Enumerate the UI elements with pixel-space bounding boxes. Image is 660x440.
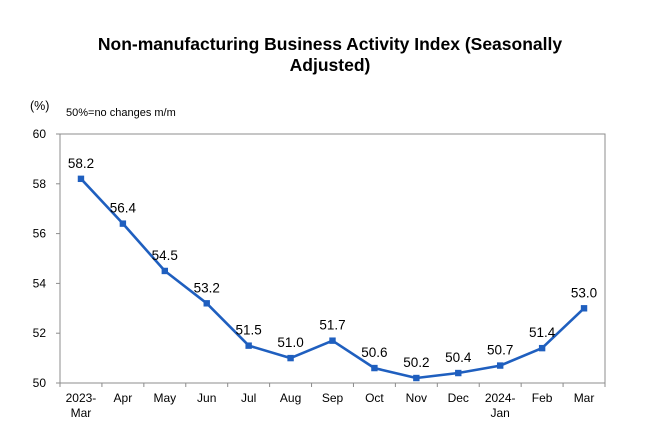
data-label: 50.4 [445,350,472,365]
data-point-marker [119,220,127,227]
data-label: 51.5 [236,323,262,338]
x-tick-label: 2023-Mar [66,391,97,420]
data-label: 53.0 [571,285,597,300]
data-point-marker [161,267,169,275]
y-tick-label: 50 [33,376,47,390]
y-tick-label: 52 [33,326,47,340]
data-label: 51.7 [319,318,345,333]
x-tick-label: 2024-Jan [485,391,516,420]
data-point-marker [245,342,252,349]
data-label: 53.2 [194,280,220,295]
y-axis-unit-label: (%) [30,99,50,113]
x-tick-label: Feb [532,391,553,405]
x-tick-label: Jun [197,391,216,405]
data-point-marker [287,354,294,362]
data-label: 51.0 [277,335,303,350]
y-tick-label: 56 [33,227,47,241]
y-tick-label: 58 [33,177,47,191]
data-label: 54.5 [152,248,178,263]
plot-area-frame [59,133,606,384]
data-label: 56.4 [110,201,137,216]
x-tick-label: Jul [241,391,256,405]
data-label: 58.2 [68,156,94,171]
data-point-marker [455,369,462,377]
data-point-marker [496,362,504,369]
data-point-marker [329,337,336,344]
x-tick-label: Mar [574,391,595,405]
x-tick-label: Aug [280,391,301,405]
data-point-marker [371,364,378,372]
x-tick-label: Oct [365,391,384,405]
chart-title-line-2: Adjusted) [289,55,371,75]
data-point-marker [580,305,588,312]
data-label: 51.4 [529,325,556,340]
chart-title: Non-manufacturing Business Activity Inde… [0,34,660,76]
x-tick-label: Apr [114,391,133,405]
data-label: 50.7 [487,343,513,358]
x-tick-label: Sep [322,391,344,405]
data-label: 50.6 [361,345,387,360]
data-point-marker [413,374,420,382]
chart-title-line-1: Non-manufacturing Business Activity Inde… [97,34,563,54]
data-point-marker [77,175,85,183]
y-tick-label: 54 [33,276,47,290]
data-point-marker [538,344,546,352]
data-label: 50.2 [403,355,429,370]
y-tick-label: 60 [33,127,47,141]
data-point-marker [203,300,210,307]
x-tick-label: May [153,391,176,405]
baseline-note: 50%=no changes m/m [66,107,176,119]
x-tick-label: Dec [448,391,469,405]
x-tick-label: Nov [406,391,427,405]
